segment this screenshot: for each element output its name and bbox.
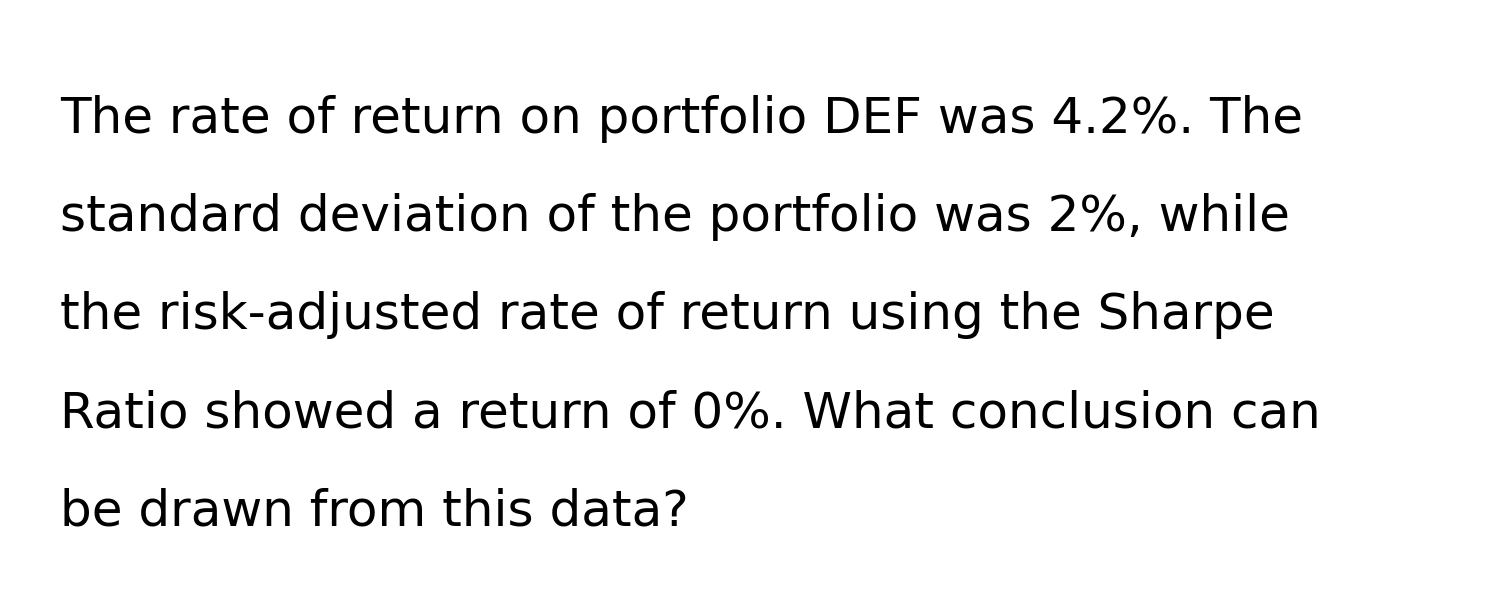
Text: be drawn from this data?: be drawn from this data? (60, 487, 689, 535)
Text: the risk-adjusted rate of return using the Sharpe: the risk-adjusted rate of return using t… (60, 291, 1275, 339)
Text: standard deviation of the portfolio was 2%, while: standard deviation of the portfolio was … (60, 193, 1290, 241)
Text: Ratio showed a return of 0%. What conclusion can: Ratio showed a return of 0%. What conclu… (60, 389, 1320, 437)
Text: The rate of return on portfolio DEF was 4.2%. The: The rate of return on portfolio DEF was … (60, 95, 1304, 143)
